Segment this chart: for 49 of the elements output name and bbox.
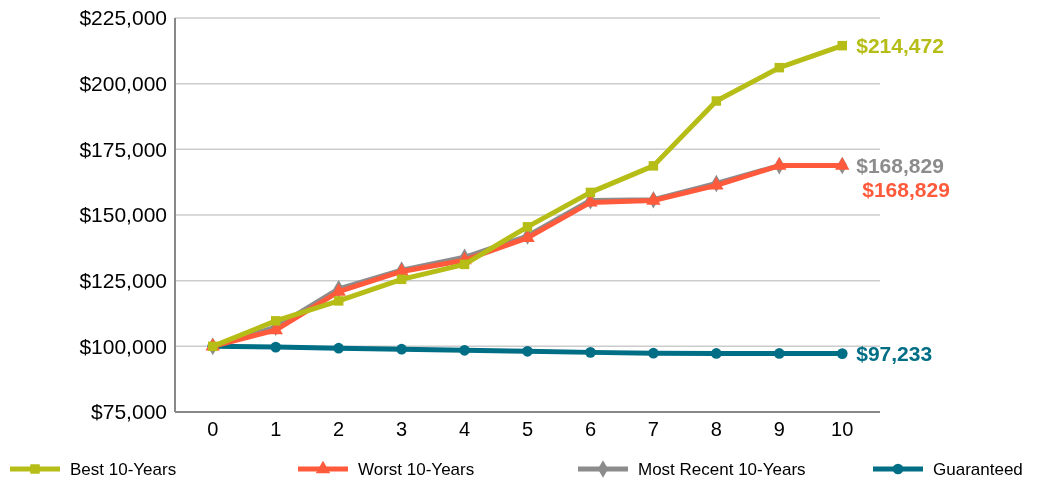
point: [333, 342, 345, 354]
point: [270, 341, 282, 353]
point: [648, 161, 659, 171]
point: [711, 96, 722, 106]
x-tick-label: 5: [521, 418, 534, 440]
point: [522, 345, 533, 357]
point: [772, 157, 787, 170]
annotation: $168,829: [856, 153, 944, 177]
point: [333, 296, 344, 306]
annotation: $214,472: [856, 34, 944, 57]
y-tick-label: $125,000: [79, 269, 167, 293]
legend-label: Best 10-Years: [70, 459, 177, 479]
legend-label: Worst 10-Years: [358, 459, 475, 479]
point: [835, 157, 850, 170]
point: [710, 348, 722, 359]
point: [585, 347, 596, 358]
x-tick-label: 2: [333, 418, 345, 440]
point: [836, 348, 848, 359]
point: [459, 344, 470, 356]
point: [773, 348, 785, 359]
x-tick-label: 6: [584, 418, 597, 440]
x-tick-label: 10: [831, 418, 854, 440]
point: [774, 62, 785, 73]
y-tick-label: $175,000: [79, 137, 167, 161]
legend-label: Guaranteed: [933, 459, 1023, 479]
annotation: $168,829: [862, 177, 950, 201]
point: [585, 187, 596, 198]
point: [270, 316, 281, 326]
point: [396, 274, 407, 285]
x-tick-label: 8: [710, 418, 722, 440]
point: [396, 343, 407, 355]
point: [459, 259, 470, 270]
x-tick-label: 3: [396, 418, 408, 440]
legend-label: Most Recent 10-Years: [638, 459, 806, 479]
y-tick-label: $150,000: [79, 203, 167, 227]
y-tick-label: $100,000: [79, 334, 167, 358]
point: [648, 347, 659, 359]
x-tick-label: 0: [207, 418, 219, 440]
y-tick-label: $225,000: [79, 6, 167, 30]
point: [522, 222, 533, 232]
annotation: $97,233: [856, 341, 933, 365]
y-tick-label: $200,000: [79, 72, 167, 96]
x-tick-label: 7: [647, 418, 659, 440]
point: [837, 40, 847, 51]
y-tick-label: $75,000: [91, 400, 167, 424]
point: [646, 192, 661, 205]
x-tick-label: 1: [270, 418, 282, 440]
x-tick-label: 4: [458, 418, 471, 440]
x-tick-label: 9: [773, 418, 785, 440]
